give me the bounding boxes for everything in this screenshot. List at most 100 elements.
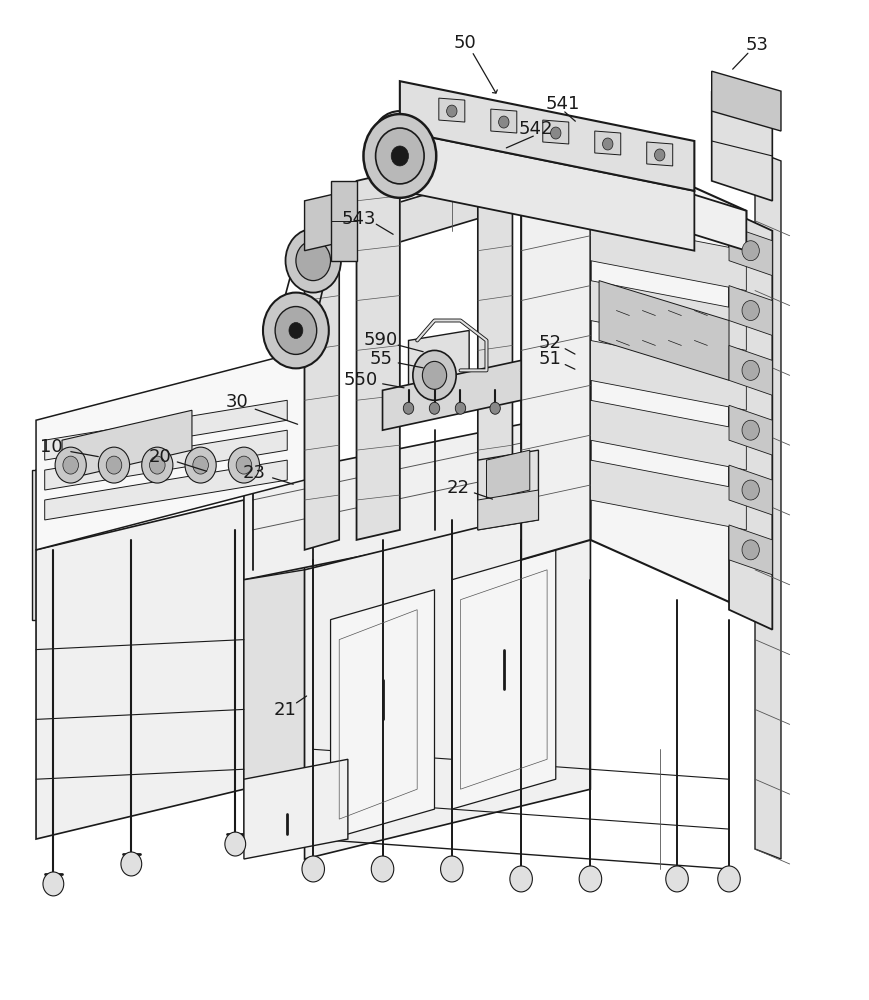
Polygon shape (330, 590, 434, 839)
Circle shape (499, 116, 509, 128)
Circle shape (654, 149, 665, 161)
Circle shape (579, 866, 601, 892)
Polygon shape (36, 400, 304, 540)
Polygon shape (244, 480, 304, 789)
Polygon shape (304, 191, 348, 251)
Circle shape (429, 402, 440, 414)
Circle shape (275, 307, 316, 354)
Circle shape (185, 447, 216, 483)
Circle shape (55, 447, 86, 483)
Polygon shape (330, 181, 356, 261)
Polygon shape (62, 410, 192, 480)
Polygon shape (356, 171, 400, 540)
Polygon shape (44, 460, 288, 520)
Polygon shape (400, 131, 694, 251)
Polygon shape (36, 500, 244, 839)
Text: 21: 21 (274, 701, 297, 719)
Circle shape (363, 114, 436, 198)
Text: 51: 51 (538, 350, 561, 368)
Circle shape (742, 540, 760, 560)
Circle shape (742, 360, 760, 380)
Polygon shape (439, 98, 465, 122)
Polygon shape (729, 465, 773, 515)
Circle shape (447, 105, 457, 117)
Circle shape (263, 293, 328, 368)
Text: 52: 52 (538, 334, 561, 352)
Polygon shape (491, 109, 517, 133)
Polygon shape (382, 360, 521, 430)
Polygon shape (521, 141, 590, 560)
Text: 541: 541 (546, 95, 580, 113)
Text: 542: 542 (519, 120, 553, 138)
Polygon shape (478, 450, 539, 530)
Circle shape (666, 866, 688, 892)
Polygon shape (599, 281, 729, 380)
Circle shape (121, 852, 142, 876)
Text: 55: 55 (369, 350, 392, 368)
Text: 543: 543 (342, 210, 376, 228)
Text: 22: 22 (447, 479, 469, 497)
Circle shape (225, 832, 246, 856)
Circle shape (422, 361, 447, 389)
Circle shape (193, 456, 209, 474)
Polygon shape (36, 350, 304, 550)
Polygon shape (304, 500, 590, 859)
Polygon shape (590, 400, 746, 470)
Circle shape (551, 127, 561, 139)
Polygon shape (590, 221, 746, 291)
Polygon shape (478, 151, 513, 500)
Circle shape (742, 480, 760, 500)
Circle shape (742, 301, 760, 320)
Circle shape (742, 241, 760, 261)
Polygon shape (729, 226, 773, 276)
Circle shape (455, 402, 466, 414)
Text: 10: 10 (40, 438, 63, 456)
Circle shape (302, 856, 324, 882)
Circle shape (98, 447, 129, 483)
Circle shape (413, 350, 456, 400)
Circle shape (375, 128, 424, 184)
Polygon shape (487, 450, 530, 500)
Circle shape (510, 866, 533, 892)
Polygon shape (304, 221, 339, 550)
Polygon shape (755, 151, 781, 859)
Circle shape (602, 138, 613, 150)
Circle shape (229, 447, 260, 483)
Text: 590: 590 (363, 331, 398, 349)
Polygon shape (408, 330, 469, 420)
Polygon shape (729, 405, 773, 455)
Text: 50: 50 (454, 34, 476, 52)
Circle shape (43, 872, 63, 896)
Text: 550: 550 (344, 371, 378, 389)
Circle shape (63, 456, 78, 474)
Polygon shape (729, 286, 773, 335)
Polygon shape (729, 211, 773, 630)
Text: 20: 20 (149, 448, 171, 466)
Circle shape (236, 456, 252, 474)
Text: 30: 30 (226, 393, 249, 411)
Circle shape (286, 229, 341, 293)
Polygon shape (31, 470, 36, 620)
Text: 23: 23 (242, 464, 266, 482)
Polygon shape (44, 400, 288, 460)
Polygon shape (304, 171, 504, 271)
Polygon shape (244, 410, 590, 580)
Circle shape (142, 447, 173, 483)
Circle shape (371, 856, 394, 882)
Circle shape (441, 856, 463, 882)
Polygon shape (590, 281, 746, 350)
Circle shape (289, 322, 302, 338)
Circle shape (718, 866, 740, 892)
Polygon shape (729, 345, 773, 395)
Circle shape (149, 456, 165, 474)
Polygon shape (478, 490, 539, 530)
Circle shape (742, 420, 760, 440)
Circle shape (296, 241, 330, 281)
Polygon shape (590, 141, 746, 610)
Circle shape (391, 146, 408, 166)
Polygon shape (590, 340, 746, 410)
Polygon shape (244, 570, 304, 839)
Polygon shape (543, 120, 569, 144)
Polygon shape (712, 71, 781, 131)
Polygon shape (44, 430, 288, 490)
